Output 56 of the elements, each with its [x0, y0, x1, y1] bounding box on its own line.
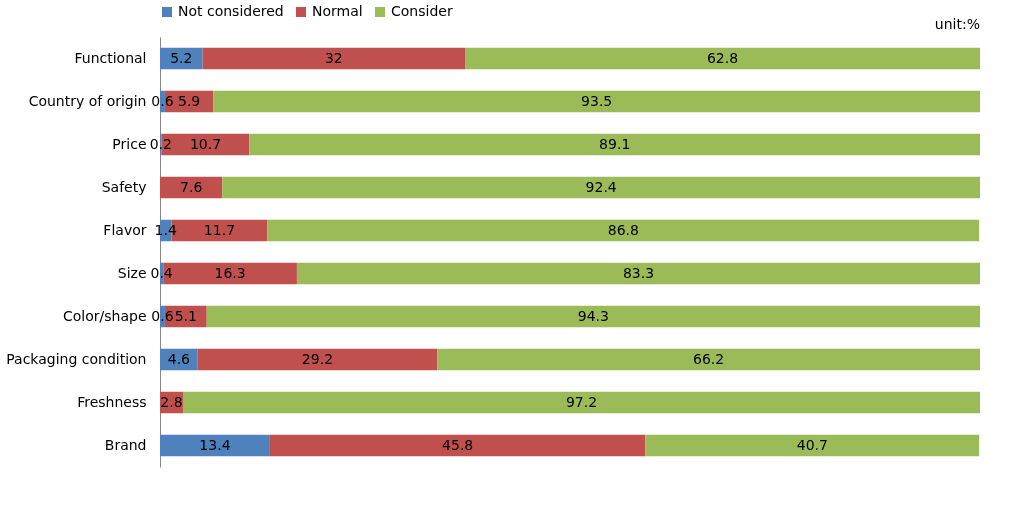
- data-label: 7.6: [180, 178, 203, 195]
- data-label: 0.6: [151, 307, 174, 324]
- bar: [160, 434, 270, 457]
- y-tick-label: Flavor: [103, 221, 147, 238]
- bar: [296, 262, 980, 285]
- y-tick-label: Safety: [101, 178, 147, 195]
- bar: [465, 47, 980, 70]
- data-label: 11.7: [203, 221, 236, 238]
- data-label: 0.4: [150, 264, 173, 281]
- data-label: 5.2: [170, 49, 193, 66]
- y-tick-label: Country of origin: [28, 92, 147, 109]
- data-label: 89.1: [599, 135, 631, 152]
- data-label: 13.4: [199, 436, 231, 453]
- data-label: 2.8: [160, 393, 183, 410]
- y-tick-label: Brand: [104, 436, 147, 453]
- y-tick-label: Size: [117, 264, 147, 281]
- data-label: 0.6: [151, 92, 174, 109]
- data-label: 93.5: [581, 92, 613, 109]
- bar: [222, 176, 980, 199]
- y-tick-label: Price: [112, 135, 147, 152]
- data-label: 4.6: [167, 350, 191, 367]
- data-label: 62.8: [706, 49, 739, 66]
- legend-label: Consider: [391, 3, 453, 19]
- bar: [206, 305, 980, 328]
- bar: [645, 434, 980, 457]
- data-label: 97.2: [565, 393, 598, 410]
- data-label: 94.3: [577, 307, 609, 324]
- data-label: 40.7: [796, 436, 828, 453]
- data-label: 92.4: [585, 178, 617, 195]
- bar: [267, 219, 980, 242]
- legend-label: Not considered: [178, 3, 284, 19]
- data-label: 16.3: [214, 264, 246, 281]
- y-tick-label: Functional: [74, 49, 147, 66]
- bar: [249, 133, 980, 156]
- bar: [213, 90, 980, 113]
- y-tick-label: Color/shape: [62, 307, 147, 324]
- y-tick-label: Packaging condition: [6, 350, 147, 367]
- data-label: 5.9: [177, 92, 201, 109]
- bar: [202, 47, 466, 70]
- bar: [197, 348, 438, 371]
- bar: [269, 434, 646, 457]
- data-label: 10.7: [189, 135, 222, 152]
- data-label: 45.8: [442, 436, 474, 453]
- bar: [160, 176, 223, 199]
- data-label: 5.1: [174, 307, 197, 324]
- data-label: 66.2: [692, 350, 725, 367]
- data-label: 83.3: [622, 264, 655, 281]
- data-label: 0.2: [149, 135, 172, 152]
- text: unit:%: [934, 16, 980, 32]
- data-label: 29.2: [301, 350, 334, 367]
- data-label: 32: [324, 49, 343, 66]
- bar: [437, 348, 980, 371]
- y-tick-label: Freshness: [77, 393, 147, 410]
- bar: [182, 391, 980, 414]
- data-label: 86.8: [607, 221, 639, 238]
- legend-label: Normal: [312, 3, 363, 19]
